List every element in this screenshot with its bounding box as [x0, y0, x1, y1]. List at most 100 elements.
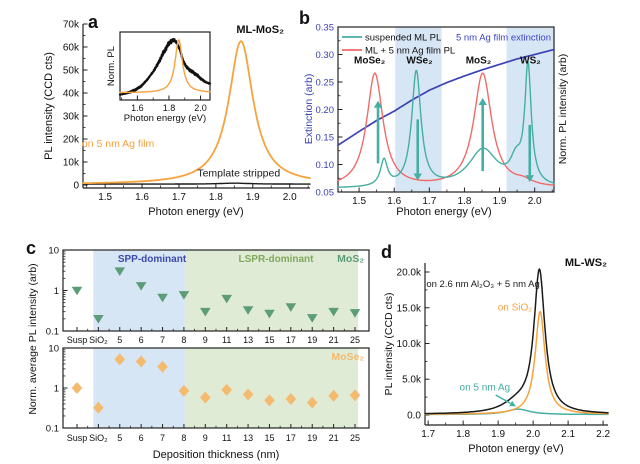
y-tick-label: 1 — [54, 384, 59, 395]
x-tick-label: 2.0 — [283, 192, 297, 203]
x-tick-label: 1.7 — [422, 196, 436, 207]
x-tick-label: 1.7 — [421, 429, 435, 440]
material-label: MoSe₂ — [331, 351, 364, 363]
y-tick-label: 10.0k — [397, 339, 422, 350]
x-tick-label: 1.9 — [491, 429, 505, 440]
material-label: WS₂ — [520, 55, 541, 66]
annotation: Template stripped — [197, 167, 280, 179]
series-on 2.6 nm Al₂O₃ + 5 nm Ag — [424, 268, 609, 415]
y-tick-label: 0.25 — [316, 78, 335, 89]
data-marker-diamond — [157, 360, 168, 373]
x-tick-label: 7 — [160, 335, 165, 345]
material-label: MoSe₂ — [354, 55, 385, 66]
x-tick-label: 6 — [139, 433, 144, 443]
y-axis-label: PL intensity (CCD cts) — [383, 293, 395, 396]
x-tick-label: 5 — [117, 433, 122, 443]
region-band-spp — [93, 250, 185, 331]
y-tick-label: 50k — [63, 66, 80, 77]
x-tick-label: 1.6 — [135, 192, 149, 203]
x-tick-label: 9 — [203, 335, 208, 345]
x-tick-label: 11 — [222, 433, 231, 443]
x-tick-label: 11 — [222, 335, 231, 345]
y-tick-label: 0.15 — [316, 133, 335, 144]
panel-d-chart: 1.7 1.8 1.9 2.0 2.1 2.2 0.0 5.0k 10.0k 15.0k 20.0k… — [383, 257, 610, 455]
x-tick-label: SiO₂ — [89, 433, 108, 443]
data-marker-triangle — [285, 303, 297, 312]
y-tick-label: 5.0k — [402, 375, 422, 386]
x-tick-label: 25 — [350, 433, 360, 443]
series-5 nm Ag film extinction — [337, 48, 555, 147]
data-marker-triangle — [71, 286, 83, 296]
x-tick-label: 1.5 — [98, 192, 112, 203]
x-tick-label: 1.6 — [387, 196, 401, 207]
y-axis-label: Norm. average PL intensity (arb) — [27, 263, 39, 414]
data-marker-triangle — [200, 307, 211, 317]
x-tick-label: 9 — [203, 433, 208, 443]
x-tick-label: 6 — [139, 335, 144, 345]
y-tick-label: 10 — [48, 344, 59, 355]
y-tick-label: 0 — [73, 181, 79, 192]
pointer-arrow-shaft — [495, 394, 512, 405]
y-tick-label: 1 — [54, 286, 59, 297]
y-axis-label-left: Extinction (arb) — [303, 74, 315, 145]
y-tick-label: 0.1 — [46, 327, 59, 338]
x-tick-label: 8 — [181, 433, 186, 443]
y-tick-label: 0.30 — [316, 50, 335, 61]
data-marker-triangle — [93, 315, 104, 324]
x-tick-label: 1.9 — [493, 196, 507, 207]
trend-arrow-head — [413, 173, 422, 181]
x-tick-label: 21 — [329, 433, 339, 443]
x-tick-label: Susp — [67, 335, 88, 345]
panel-d-letter: d — [381, 242, 392, 262]
plot-frame — [119, 31, 211, 101]
data-marker-triangle — [221, 294, 232, 304]
panel-d-title: ML-WS₂ — [565, 257, 607, 269]
data-marker-triangle — [242, 306, 254, 315]
x-tick-label: 19 — [307, 433, 317, 443]
legend-label: suspended ML PL — [365, 33, 441, 44]
trend-arrow-head — [373, 100, 383, 108]
x-tick-label: 13 — [243, 433, 253, 443]
data-marker-diamond — [93, 401, 104, 414]
y-tick-label: 0.10 — [316, 160, 335, 171]
series-template stripped (norm.) — [118, 37, 212, 96]
data-marker-triangle — [328, 307, 339, 317]
x-tick-label: 15 — [264, 433, 274, 443]
trend-arrow-head — [478, 97, 487, 105]
y-tick-label: 20k — [63, 135, 80, 146]
y-tick-label: 20.0k — [397, 268, 422, 279]
x-tick-label: 15 — [264, 335, 274, 345]
x-axis-label: Photon energy (eV) — [396, 206, 491, 218]
y-tick-label: 10 — [48, 246, 59, 257]
x-tick-label: 13 — [243, 335, 253, 345]
inset-x-axis-label: Photon energy (eV) — [124, 113, 206, 124]
x-tick-label: 19 — [307, 335, 317, 345]
y-tick-label: 30k — [63, 112, 80, 123]
x-axis-label: Photon energy (eV) — [148, 206, 243, 218]
panel-b-letter: b — [299, 8, 310, 28]
x-axis-label: Photon energy (eV) — [468, 443, 563, 455]
x-tick-label: 1.8 — [163, 103, 176, 113]
y-tick-label: 0.0 — [407, 410, 421, 421]
x-tick-label: 1.9 — [246, 192, 260, 203]
x-tick-label: 1.5 — [352, 196, 366, 207]
annotation: on 5 nm Ag — [460, 383, 511, 394]
trend-arrow-head — [525, 175, 534, 183]
x-tick-label: 21 — [329, 335, 339, 345]
y-tick-label: 0.05 — [316, 188, 335, 199]
spp-region-label: SPP-dominant — [118, 254, 187, 265]
data-marker-triangle — [178, 291, 190, 300]
lspr-region-label: LSPR-dominant — [239, 254, 315, 265]
series-on 5 nm Ag film (norm.) — [119, 39, 211, 94]
x-tick-label: 17 — [286, 335, 296, 345]
x-tick-label: 25 — [350, 335, 360, 345]
annotation: on 2.6 nm Al₂O₃ + 5 nm Ag — [426, 279, 539, 290]
x-tick-label: 1.6 — [131, 103, 144, 113]
data-marker-triangle — [114, 267, 126, 276]
x-tick-label: Susp — [67, 433, 88, 443]
data-marker-diamond — [200, 391, 211, 404]
x-tick-label: 2.0 — [528, 196, 542, 207]
data-marker-diamond — [114, 353, 126, 366]
